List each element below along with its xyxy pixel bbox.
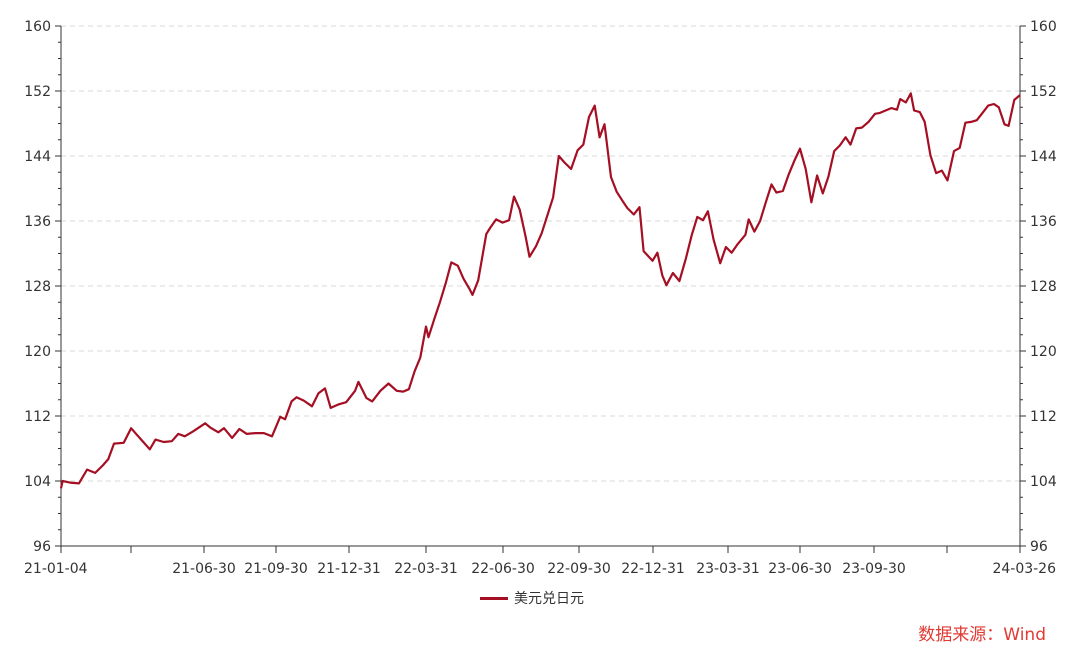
x-tick-label: 21-09-30 <box>244 561 308 577</box>
x-tick-label: 23-03-31 <box>696 561 760 577</box>
y-tick-label-left: 136 <box>24 214 51 230</box>
y-tick-label-right: 96 <box>1030 539 1048 555</box>
y-tick-label-left: 160 <box>24 19 51 35</box>
y-tick-label-right: 128 <box>1030 279 1057 295</box>
y-tick-label-right: 152 <box>1030 84 1057 100</box>
gridlines <box>61 25 1020 482</box>
y-tick-label-left: 144 <box>24 149 51 165</box>
y-tick-label-right: 160 <box>1030 19 1057 35</box>
y-tick-label-left: 152 <box>24 84 51 100</box>
y-tick-label-right: 112 <box>1030 409 1057 425</box>
x-tick-label: 21-12-31 <box>317 561 381 577</box>
x-tick-label: 22-09-30 <box>547 561 611 577</box>
y-tick-label-left: 120 <box>24 344 51 360</box>
x-tick-label: 22-12-31 <box>621 561 685 577</box>
legend-label: 美元兑日元 <box>514 591 584 607</box>
y-tick-label-right: 144 <box>1030 149 1057 165</box>
x-tick-label: 23-06-30 <box>768 561 832 577</box>
source-note: 数据来源：Wind <box>918 625 1046 645</box>
y-tick-label-right: 104 <box>1030 474 1057 490</box>
y-tick-label-right: 136 <box>1030 214 1057 230</box>
y-tick-label-right: 120 <box>1030 344 1057 360</box>
x-tick-label: 21-01-04 <box>24 561 88 577</box>
x-tick-label: 22-03-31 <box>394 561 458 577</box>
y-tick-label-left: 112 <box>24 409 51 425</box>
series-line-usd-jpy <box>59 92 1021 489</box>
axes <box>55 25 1026 553</box>
tick-labels: 96 96 104 104 112 112 120 120 128 128 136 136 144 144… <box>24 19 1057 577</box>
x-tick-label: 22-06-30 <box>471 561 535 577</box>
legend-swatch <box>480 596 508 600</box>
legend: 美元兑日元 <box>480 588 584 608</box>
y-tick-label-left: 96 <box>33 539 51 555</box>
x-tick-label: 21-06-30 <box>172 561 236 577</box>
y-tick-label-left: 104 <box>24 474 51 490</box>
y-tick-label-left: 128 <box>24 279 51 295</box>
x-tick-label: 23-09-30 <box>842 561 906 577</box>
x-tick-label: 24-03-26 <box>992 561 1056 577</box>
